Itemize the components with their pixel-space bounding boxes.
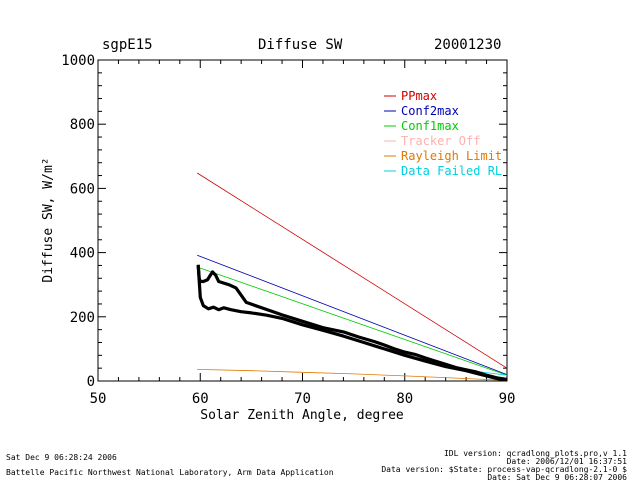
- date-label: 20001230: [434, 37, 502, 53]
- x-axis-label: Solar Zenith Angle, degree: [200, 408, 404, 423]
- y-tick-label: 600: [70, 181, 95, 197]
- tick-labels: 50 60 70 80 90 0 200 400 600 800 1000: [61, 53, 515, 407]
- legend-label: Conf2max: [401, 104, 459, 118]
- footer-idl-date: Date: 2006/12/01 16:37:51: [506, 457, 627, 466]
- legend-label: PPmax: [401, 89, 437, 103]
- legend-label: Conf1max: [401, 119, 459, 133]
- footer-idl-version: IDL version: qcradlong_plots.pro,v 1.1: [443, 449, 627, 458]
- footer-data-date: Date: Sat Dec 9 06:28:07 2006: [487, 473, 627, 482]
- y-axis-label: Diffuse SW, W/m²: [41, 157, 56, 282]
- series-conf1max: [197, 266, 508, 376]
- footer-organization: Battelle Pacific Northwest National Labo…: [6, 468, 334, 477]
- tick-marks: [97, 59, 508, 382]
- series-layer: [196, 172, 508, 382]
- series-rayleigh-limit: [197, 369, 508, 381]
- footer-data-version: Data version: $State: process-vap-qcradl…: [381, 465, 627, 474]
- series-conf2max: [197, 254, 508, 375]
- chart-title: Diffuse SW: [258, 37, 343, 53]
- legend-label: Tracker Off: [401, 134, 480, 148]
- x-tick-label: 70: [294, 391, 311, 407]
- series-data-6: [196, 264, 508, 381]
- x-tick-label: 90: [499, 391, 516, 407]
- legend-label: Rayleigh Limit: [401, 149, 502, 163]
- x-tick-label: 50: [90, 391, 107, 407]
- y-tick-label: 400: [70, 246, 95, 262]
- y-tick-label: 1000: [61, 53, 95, 69]
- legend-label: Data Failed RL: [401, 164, 502, 178]
- series-data-7: [196, 265, 508, 382]
- x-tick-label: 80: [396, 391, 413, 407]
- site-label: sgpE15: [102, 37, 153, 53]
- footer-timestamp: Sat Dec 9 06:28:24 2006: [6, 453, 117, 462]
- series-ppmax: [196, 172, 508, 369]
- y-tick-label: 200: [70, 310, 95, 326]
- y-tick-label: 800: [70, 117, 95, 133]
- x-tick-label: 60: [192, 391, 209, 407]
- y-tick-label: 0: [87, 374, 95, 390]
